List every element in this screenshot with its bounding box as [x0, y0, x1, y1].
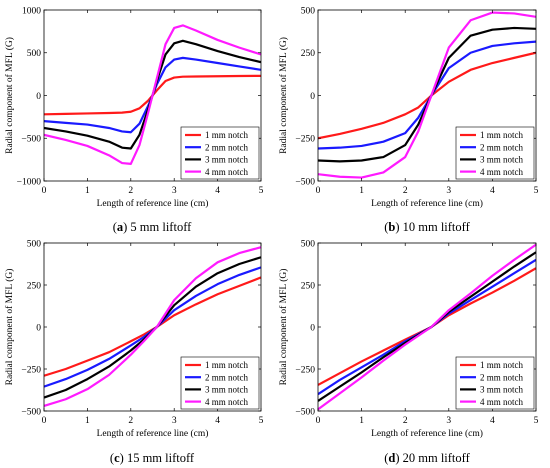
- y-tick-label: 250: [27, 281, 42, 291]
- panel-caption-id: a: [117, 220, 124, 234]
- x-tick-label: 2: [403, 186, 408, 196]
- panel-caption: (d) 20 mm liftoff: [384, 451, 470, 465]
- y-tick-label: 0: [310, 323, 315, 333]
- y-tick-label: 250: [301, 281, 316, 291]
- caption-paren-open: (: [384, 220, 388, 234]
- x-tick-label: 3: [172, 186, 177, 196]
- y-tick-label: 500: [27, 49, 42, 59]
- panel-caption-text: ) 15 mm liftoff: [120, 451, 195, 465]
- y-tick-label: 0: [310, 92, 315, 102]
- x-axis-label: Length of reference line (cm): [371, 428, 483, 439]
- x-tick-label: 4: [490, 416, 495, 426]
- x-axis-label: Length of reference line (cm): [97, 428, 209, 439]
- series-line-4: [318, 11, 536, 179]
- y-tick-label: −1000: [17, 177, 42, 187]
- y-tick-label: −500: [295, 177, 315, 187]
- x-tick-label: 5: [534, 186, 539, 196]
- chart-panel-3: 0 1 2 3 4 5 500 250 0 −250 −500 Length of reference…: [4, 239, 264, 465]
- x-tick-label: 1: [359, 416, 364, 426]
- y-tick-label: 0: [36, 323, 41, 333]
- y-tick-label: 500: [301, 6, 316, 16]
- panel-caption-id: b: [388, 220, 395, 234]
- panel-caption-text: ) 5 mm liftoff: [123, 220, 192, 234]
- panel-caption: (a) 5 mm liftoff: [113, 220, 192, 234]
- x-tick-label: 5: [259, 416, 264, 426]
- legend-label-2: 2 mm notch: [205, 142, 248, 152]
- x-tick-label: 0: [316, 186, 321, 196]
- x-tick-label: 2: [403, 416, 408, 426]
- legend-label-3: 3 mm notch: [480, 155, 523, 165]
- x-tick-label: 0: [42, 186, 47, 196]
- x-tick-label: 4: [490, 186, 495, 196]
- legend-label-1: 1 mm notch: [205, 360, 248, 370]
- y-axis-label: Radial component of MFL (G): [278, 37, 289, 154]
- legend-label-3: 3 mm notch: [205, 155, 248, 165]
- y-tick-label: −500: [21, 135, 41, 145]
- series-line-4: [44, 246, 261, 408]
- y-tick-label: 250: [301, 49, 316, 59]
- legend-label-2: 2 mm notch: [480, 142, 523, 152]
- y-axis-label: Radial component of MFL (G): [278, 269, 289, 386]
- x-tick-label: 3: [172, 416, 177, 426]
- panel-caption: (c) 15 mm liftoff: [110, 451, 195, 465]
- legend-label-1: 1 mm notch: [480, 360, 523, 370]
- panel-caption-text: ) 20 mm liftoff: [395, 451, 470, 465]
- y-tick-label: 1000: [22, 6, 41, 16]
- series-line-3: [318, 26, 536, 163]
- panel-caption: (b) 10 mm liftoff: [384, 220, 470, 234]
- series-line-4: [44, 24, 261, 165]
- series-line-1: [318, 51, 536, 140]
- legend-box: [455, 356, 535, 410]
- x-tick-label: 1: [85, 416, 90, 426]
- y-tick-label: 500: [301, 239, 316, 249]
- x-tick-label: 4: [215, 416, 220, 426]
- legend-label-4: 4 mm notch: [205, 397, 248, 407]
- legend-label-1: 1 mm notch: [205, 130, 248, 140]
- legend-label-2: 2 mm notch: [205, 372, 248, 382]
- x-axis-label: Length of reference line (cm): [97, 198, 209, 209]
- y-axis-label: Radial component of MFL (G): [4, 37, 15, 154]
- x-tick-label: 2: [128, 186, 133, 196]
- x-tick-label: 1: [85, 186, 90, 196]
- caption-paren-open: (: [113, 220, 117, 234]
- panel-caption-text: ) 10 mm liftoff: [395, 220, 470, 234]
- panel-caption-id: c: [114, 451, 120, 465]
- x-axis-label: Length of reference line (cm): [371, 198, 483, 209]
- legend-label-4: 4 mm notch: [205, 167, 248, 177]
- legend-label-4: 4 mm notch: [480, 397, 523, 407]
- y-tick-label: −500: [295, 407, 315, 417]
- y-tick-label: −250: [21, 365, 41, 375]
- x-tick-label: 0: [316, 416, 321, 426]
- y-tick-label: −500: [21, 407, 41, 417]
- x-tick-label: 4: [215, 186, 220, 196]
- x-tick-label: 5: [259, 186, 264, 196]
- x-tick-label: 3: [446, 416, 451, 426]
- legend-label-2: 2 mm notch: [480, 372, 523, 382]
- y-tick-label: −250: [295, 365, 315, 375]
- x-tick-label: 2: [128, 416, 133, 426]
- legend-label-3: 3 mm notch: [480, 385, 523, 395]
- x-tick-label: 5: [534, 416, 539, 426]
- legend-label-4: 4 mm notch: [480, 167, 523, 177]
- caption-paren-open: (: [384, 451, 388, 465]
- y-tick-label: 500: [27, 239, 42, 249]
- x-tick-label: 0: [42, 416, 47, 426]
- y-axis-label: Radial component of MFL (G): [4, 269, 15, 386]
- series-line-2: [318, 40, 536, 150]
- y-tick-label: 0: [36, 92, 41, 102]
- legend-label-3: 3 mm notch: [205, 385, 248, 395]
- chart-panel-4: 0 1 2 3 4 5 500 250 0 −250 −500 Length of reference…: [278, 239, 539, 465]
- x-tick-label: 1: [359, 186, 364, 196]
- legend-label-1: 1 mm notch: [480, 130, 523, 140]
- series-line-4: [318, 243, 536, 411]
- chart-panel-1: 0 1 2 3 4 5 1000 500 0 −500 −1000 Length of referen…: [4, 6, 264, 234]
- caption-paren-open: (: [110, 451, 114, 465]
- y-tick-label: −250: [295, 135, 315, 145]
- panel-caption-id: d: [388, 451, 395, 465]
- chart-panel-2: 0 1 2 3 4 5 500 250 0 −250 −500 Length of reference…: [278, 6, 539, 234]
- x-tick-label: 3: [446, 186, 451, 196]
